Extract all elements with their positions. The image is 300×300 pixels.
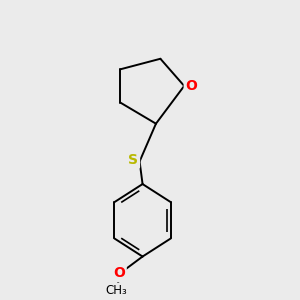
- Text: O: O: [113, 266, 125, 280]
- Text: S: S: [128, 153, 138, 167]
- Text: CH₃: CH₃: [105, 284, 127, 297]
- Text: O: O: [186, 79, 197, 93]
